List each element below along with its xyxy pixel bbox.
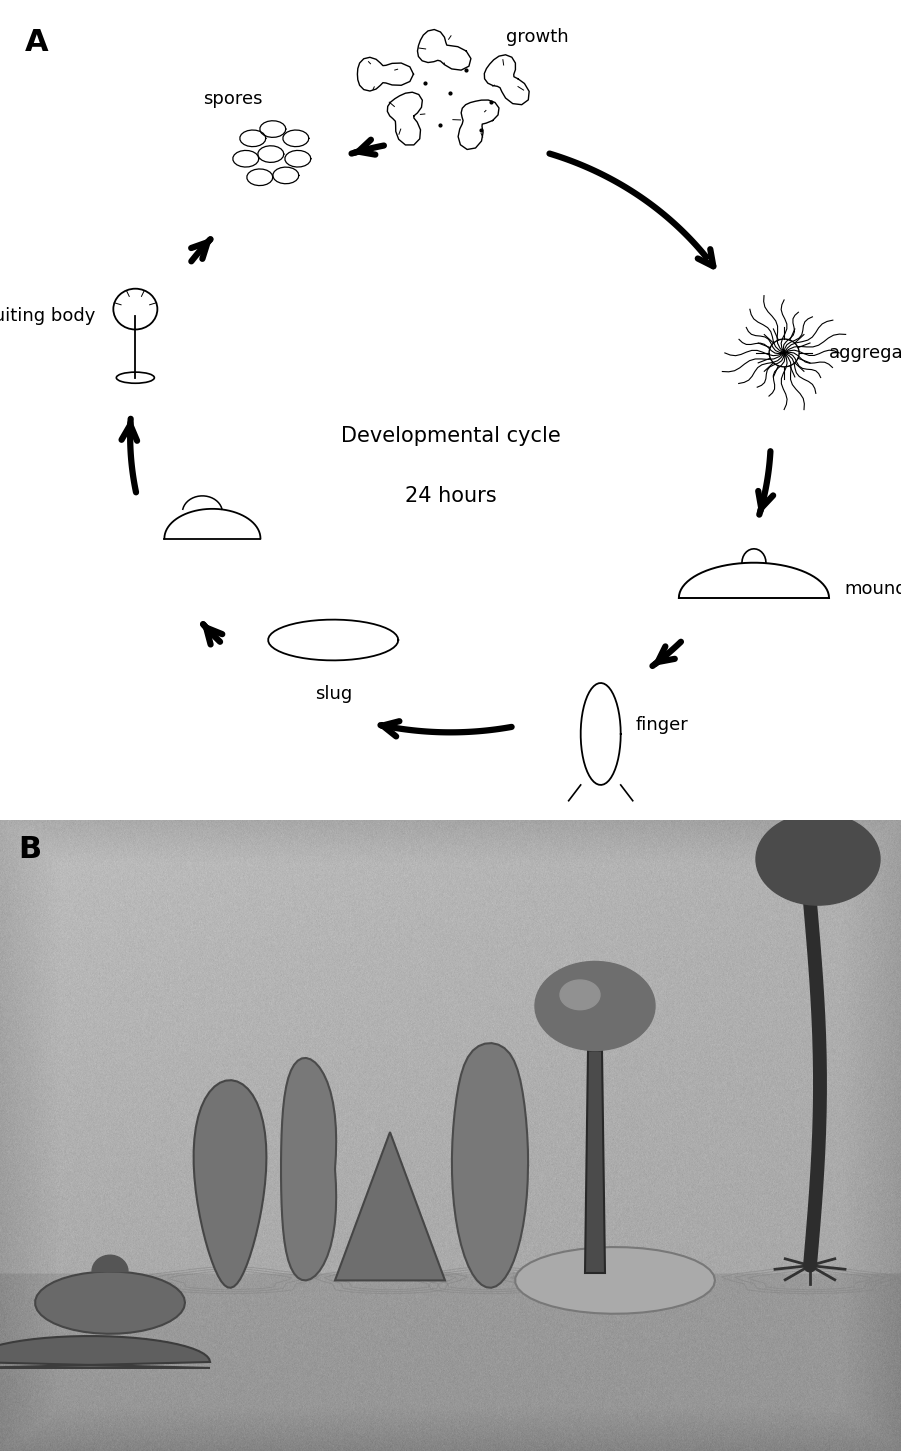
Polygon shape [515, 1246, 715, 1313]
Text: mound: mound [844, 579, 901, 598]
Circle shape [560, 979, 600, 1010]
Circle shape [535, 962, 655, 1051]
Text: slug: slug [314, 685, 351, 702]
Circle shape [756, 813, 880, 905]
Text: A: A [25, 28, 49, 57]
Text: aggregation: aggregation [829, 344, 901, 361]
Text: finger: finger [636, 715, 688, 734]
Polygon shape [0, 1336, 210, 1368]
Text: B: B [18, 834, 41, 863]
Polygon shape [452, 1043, 528, 1288]
Text: spores: spores [203, 90, 262, 107]
Text: fruiting body: fruiting body [0, 306, 96, 325]
Polygon shape [35, 1271, 185, 1333]
Polygon shape [585, 1051, 605, 1273]
Polygon shape [335, 1132, 445, 1280]
Polygon shape [281, 1058, 336, 1280]
Text: 24 hours: 24 hours [405, 486, 496, 506]
Polygon shape [92, 1255, 128, 1271]
Text: growth: growth [505, 29, 569, 46]
Polygon shape [194, 1080, 267, 1288]
Text: Developmental cycle: Developmental cycle [341, 425, 560, 445]
Circle shape [769, 340, 799, 367]
